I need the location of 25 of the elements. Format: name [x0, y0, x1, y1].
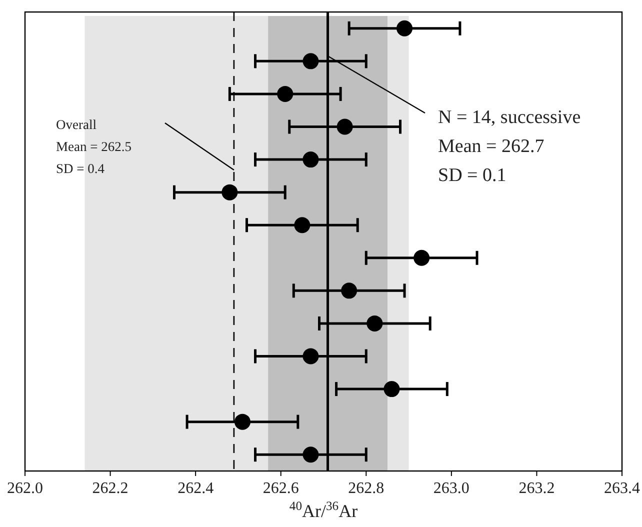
annotation: Overall Mean = 262.5 SD = 0.4 [56, 117, 132, 176]
point [234, 414, 250, 430]
point [366, 315, 383, 332]
point [396, 20, 413, 36]
x-tick-label: 263.4 [604, 480, 640, 497]
x-tick-label: 262.4 [178, 480, 214, 497]
x-tick-label: 262.8 [348, 480, 384, 497]
x-tick-label: 262.0 [7, 480, 43, 497]
point [302, 53, 319, 70]
x-tick-label: 263.2 [518, 480, 555, 497]
x-tick-label: 263.0 [433, 480, 470, 497]
x-axis-title: $^{40}$Ar/$^{36}$Ar [289, 499, 358, 521]
point [341, 282, 358, 299]
point [336, 118, 353, 135]
point [302, 446, 319, 463]
x-tick-label: 262.6 [262, 480, 299, 497]
point [277, 86, 294, 102]
point [302, 152, 319, 168]
point [294, 217, 310, 234]
x-tick-label: 262.2 [92, 480, 128, 497]
point [414, 250, 430, 266]
point [222, 184, 238, 200]
annotation: N = 14, successive Mean = 262.7 SD = 0.1 [438, 107, 581, 186]
point [384, 381, 400, 398]
point [302, 348, 319, 364]
